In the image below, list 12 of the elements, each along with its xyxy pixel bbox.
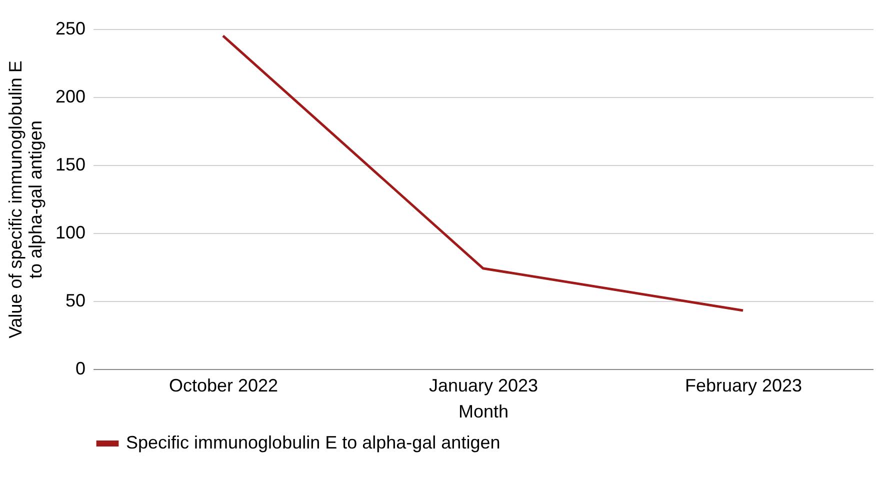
x-tick-label: February 2023 xyxy=(684,376,802,396)
y-tick-label: 50 xyxy=(65,290,86,310)
y-axis-title: Value of specific immunoglobulin E to alpha-gal antigen xyxy=(5,60,46,338)
y-tick-label: 200 xyxy=(55,86,86,106)
x-axis-title: Month xyxy=(458,402,509,422)
x-tick-label: January 2023 xyxy=(428,376,538,396)
y-tick-label: 250 xyxy=(55,18,86,38)
y-tick-label: 150 xyxy=(55,154,86,174)
legend-label: Specific immunoglobulin E to alpha-gal antigen xyxy=(126,432,500,452)
y-tick-label: 100 xyxy=(55,222,86,242)
y-tick-label: 0 xyxy=(75,358,86,378)
x-tick-label: October 2022 xyxy=(168,376,278,396)
